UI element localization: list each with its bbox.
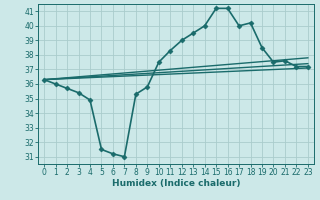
X-axis label: Humidex (Indice chaleur): Humidex (Indice chaleur) [112,179,240,188]
